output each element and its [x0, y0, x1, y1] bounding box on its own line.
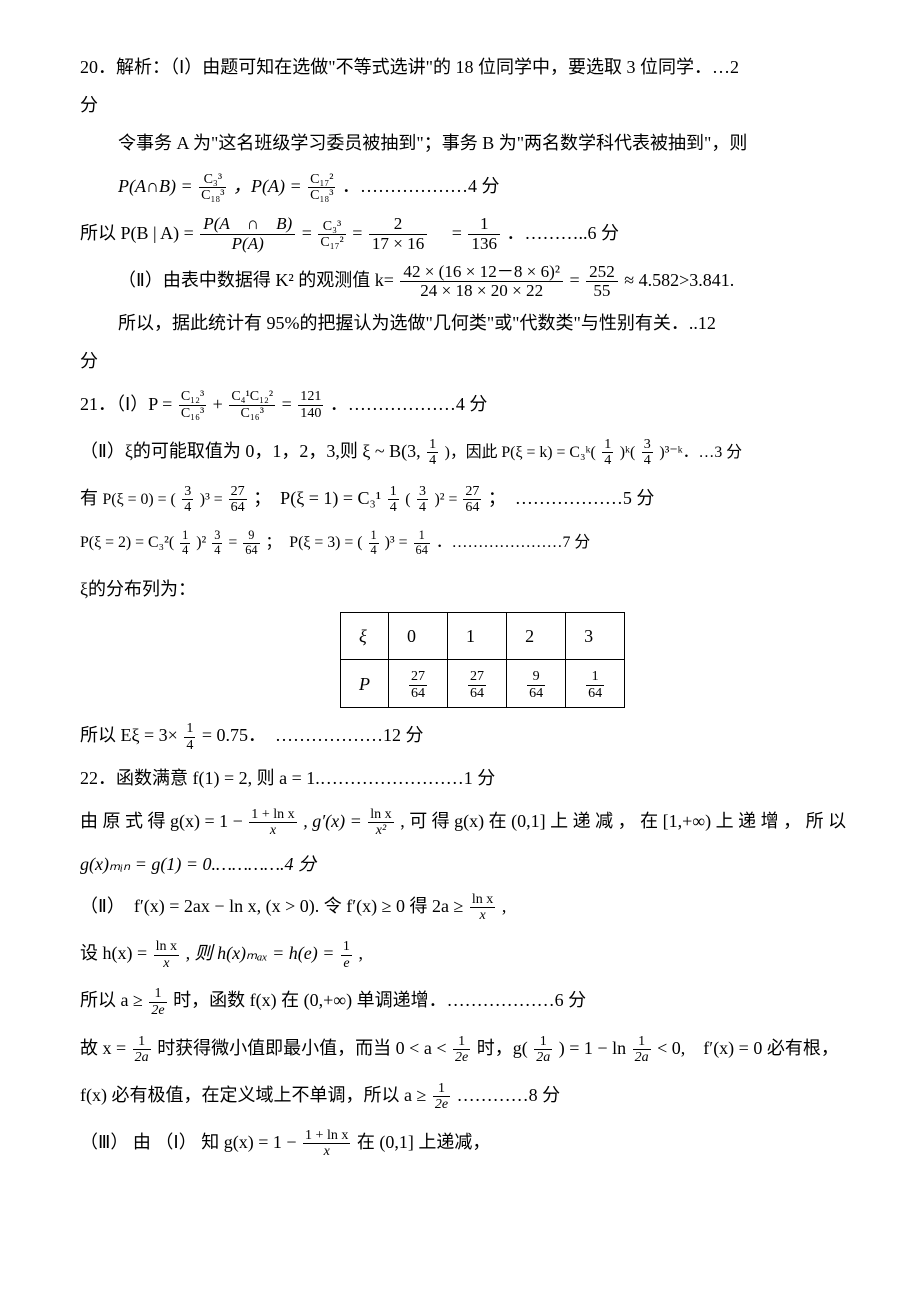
q22-gmin: g(x)ₘᵢₙ = g(1) = 0.………….4 分: [80, 847, 880, 881]
q21-p23: P(ξ = 2) = C₃²( 14 )² 34 = 964 ； P(ξ = 3…: [80, 524, 880, 562]
q20-cond-prob: 所以 P(B | A) = P(A ∩ B)P(A) = C₃³C₁₇² = 2…: [80, 212, 880, 255]
q20-line2: 分: [80, 88, 880, 122]
q20-prob-eq: P(A∩B) = C₃³C₁₈³ ，P(A) = C₁₇²C₁₈³ ．………………: [80, 165, 880, 208]
q20-conclusion: 所以，据此统计有 95%的把握认为选做"几何类"或"代数类"与性别有关．..12: [80, 306, 880, 340]
frac-b1: 14: [427, 437, 438, 469]
q22-gx: 由 原 式 得 g(x) = 1 − 1 + ln xx , g′(x) = l…: [80, 800, 880, 843]
frac-b2: 14: [602, 437, 613, 469]
frac-p1: C₁₂³C₁₆³: [179, 389, 206, 421]
q22-part2: （Ⅱ） f′(x) = 2ax − ln x, (x > 0). 令 f′(x)…: [80, 885, 880, 928]
q20-end: 分: [80, 344, 880, 378]
q21-part1: 21．（Ⅰ）P = C₁₂³C₁₆³ + C₄¹C₁₂²C₁₆³ = 12114…: [80, 383, 880, 426]
q22-part3: （Ⅲ） 由 （Ⅰ） 知 g(x) = 1 − 1 + ln xx 在 (0,1]…: [80, 1121, 880, 1164]
frac-pa: C₁₇²C₁₈³: [308, 172, 335, 204]
frac-k1: 42 × (16 × 12－8 × 6)²24 × 18 × 20 × 22: [400, 263, 563, 302]
frac-cond1: P(A ∩ B)P(A): [200, 215, 295, 254]
q21-expectation: 所以 Eξ = 3× 14 = 0.75． ………………12 分: [80, 714, 880, 757]
frac-b3: 34: [642, 437, 653, 469]
q22-hx: 设 h(x) = ln xx , 则 h(x)ₘₐₓ = h(e) = 1e ,: [80, 932, 880, 975]
q22-min: 故 x = 12a 时获得微小值即最小值，而当 0 < a < 12e 时，g(…: [80, 1027, 880, 1070]
q21-part2-intro: （Ⅱ）ξ的可能取值为 0，1，2，3,则 ξ ~ B(3, 14 )，因此 P(…: [80, 430, 880, 473]
frac-k2: 25255: [586, 263, 618, 302]
q21-dist-label: ξ的分布列为：: [80, 572, 880, 606]
q20-line3: 令事务 A 为"这名班级学习委员被抽到"；事务 B 为"两名数学科代表被抽到"，…: [80, 126, 880, 160]
frac-cond4: 1136: [468, 215, 500, 254]
frac-p2: C₄¹C₁₂²C₁₆³: [229, 389, 275, 421]
q22-a-cond: 所以 a ≥ 12e 时，函数 f(x) 在 (0,+∞) 单调递增．………………: [80, 979, 880, 1022]
q20-k2: （Ⅱ）由表中数据得 K² 的观测值 k= 42 × (16 × 12－8 × 6…: [80, 259, 880, 302]
q21-p01: 有 P(ξ = 0) = ( 34 )³ = 2764 ； P(ξ = 1) =…: [80, 477, 880, 520]
q20-line1: 20．解析：（Ⅰ）由题可知在选做"不等式选讲"的 18 位同学中，要选取 3 位…: [80, 50, 880, 84]
frac-pab: C₃³C₁₈³: [199, 172, 226, 204]
frac-p3: 121140: [298, 389, 323, 421]
q22-line1: 22．函数满意 f(1) = 2, 则 a = 1.……………………1 分: [80, 761, 880, 795]
frac-cond3: 217 × 16: [369, 215, 427, 254]
q22-extreme: f(x) 必有极值，在定义域上不单调，所以 a ≥ 12e …………8 分: [80, 1074, 880, 1117]
frac-cond2: C₃³C₁₇²: [318, 219, 345, 251]
distribution-table: ξ 0 1 2 3 P 2764 2764 964 164: [340, 612, 625, 708]
